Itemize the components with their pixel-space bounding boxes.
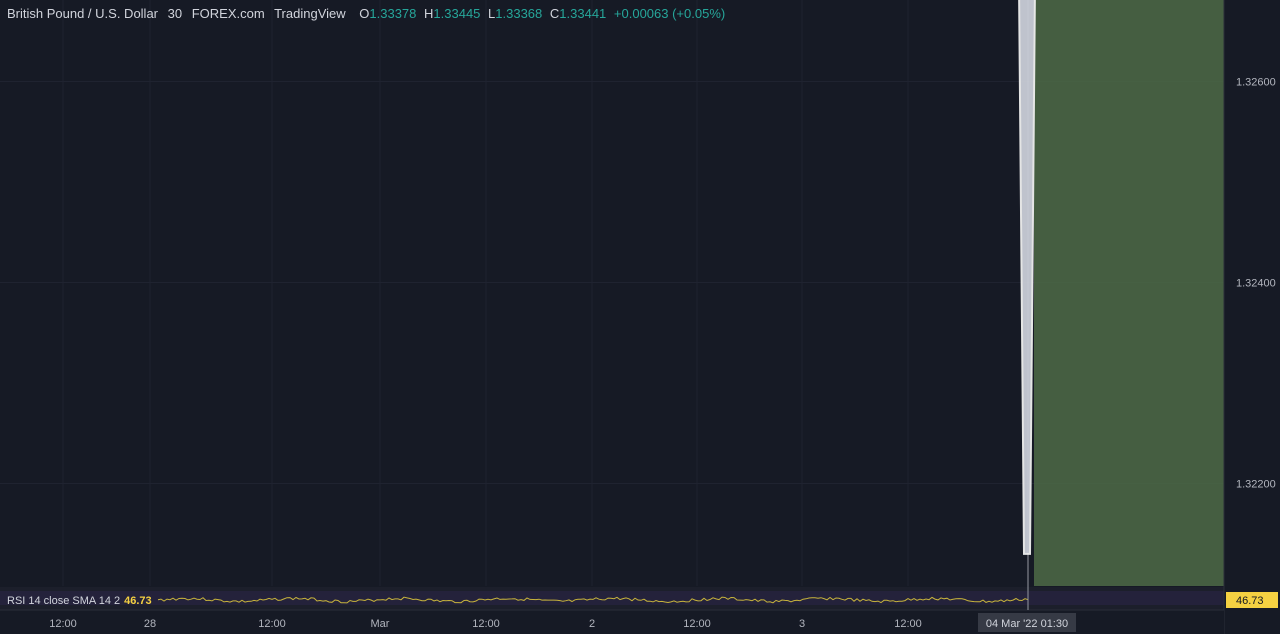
rsi-line [157, 596, 1029, 604]
time-tick-label: 12:00 [472, 618, 500, 630]
source-label: TradingView [274, 6, 346, 21]
rsi-value-tag [1226, 592, 1278, 608]
symbol-header[interactable]: British Pound / U.S. Dollar 30 FOREX.com… [7, 6, 725, 21]
close-key: C [549, 6, 560, 21]
open-key: O [359, 6, 370, 21]
change-value: +0.00063 (+0.05%) [613, 6, 726, 21]
time-tick-label: Mar [371, 618, 390, 630]
target-zone [1034, 0, 1224, 586]
price-tick-label: 1.32400 [1236, 278, 1276, 290]
symbol-name: British Pound / U.S. Dollar [7, 6, 159, 21]
low-key: L [488, 6, 496, 21]
interval-label: 30 [167, 6, 183, 21]
cursor-time-label: 04 Mar '22 01:30 [986, 618, 1068, 630]
time-tick-label: 28 [144, 618, 156, 630]
time-tick-label: 12:00 [894, 618, 922, 630]
rsi-value: 46.73 [124, 595, 152, 607]
price-axis: 1.350001.348001.346001.344001.342001.340… [1223, 0, 1280, 634]
time-tick-label: 3 [799, 618, 805, 630]
time-tick-label: 12:00 [49, 618, 77, 630]
open-value: 1.33378 [369, 6, 417, 21]
low-value: 1.33368 [495, 6, 543, 21]
price-axis-bg [1224, 0, 1280, 634]
exchange-label: FOREX.com [191, 6, 265, 21]
arrow-up-icon [1018, 0, 1036, 555]
high-value: 1.33445 [433, 6, 481, 21]
high-key: H [424, 6, 434, 21]
time-tick-label: 12:00 [683, 618, 711, 630]
rsi-value-tag-label: 46.73 [1236, 595, 1264, 607]
time-tick-label: 12:00 [258, 618, 286, 630]
long-position-zone [1034, 0, 1224, 586]
rsi-legend[interactable]: RSI 14 close SMA 14 2 46.73 [7, 595, 152, 607]
price-tick-label: 1.32200 [1236, 479, 1276, 491]
cursor-time-tag [978, 613, 1076, 632]
time-tick-label: 2 [589, 618, 595, 630]
price-tick-label: 1.32600 [1236, 77, 1276, 89]
rsi-pane [0, 587, 1224, 610]
close-value: 1.33441 [559, 6, 607, 21]
rsi-label: RSI 14 close SMA 14 2 [7, 595, 121, 607]
chart-overlays [1018, 0, 1036, 610]
chart-grid [0, 0, 1224, 586]
time-axis: 12:00 28 12:00 Mar 12:00 2 12:00 3 12:00 04 Mar '… [0, 609, 1224, 634]
